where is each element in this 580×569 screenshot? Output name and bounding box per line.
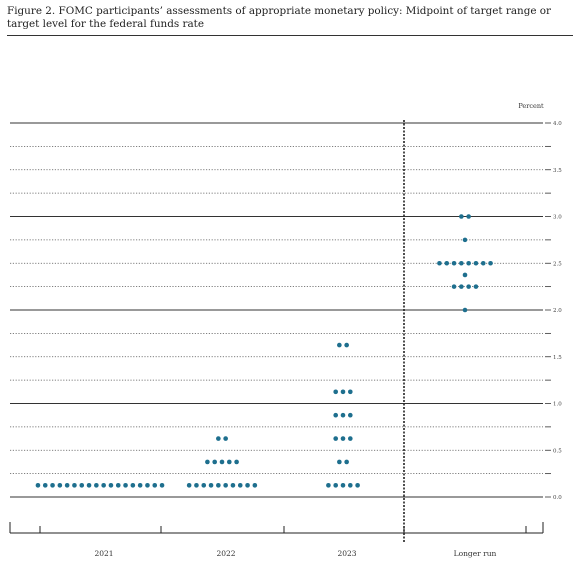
dot bbox=[466, 284, 471, 289]
dot bbox=[333, 412, 339, 418]
y-axis-label: Percent bbox=[518, 102, 544, 110]
dot bbox=[326, 483, 331, 488]
dot bbox=[57, 483, 63, 488]
dot bbox=[219, 459, 225, 465]
y-tick-label: 1.0 bbox=[553, 402, 562, 408]
dot bbox=[355, 483, 360, 488]
dot bbox=[216, 436, 221, 441]
y-tick-label: 2.5 bbox=[553, 261, 562, 267]
dot bbox=[337, 459, 342, 465]
dot bbox=[234, 459, 239, 465]
dot bbox=[245, 483, 250, 488]
dot bbox=[159, 483, 165, 488]
dot bbox=[115, 483, 121, 488]
dot bbox=[227, 459, 232, 465]
dot bbox=[230, 483, 236, 488]
dot bbox=[201, 483, 207, 488]
y-tick-label: 0.0 bbox=[553, 495, 562, 501]
dot bbox=[462, 272, 468, 278]
dot bbox=[333, 436, 339, 441]
dot bbox=[50, 483, 55, 488]
dot bbox=[337, 342, 342, 348]
axes: 2021 2022 2023 Longer run bbox=[9, 522, 544, 558]
dot bbox=[444, 260, 450, 266]
dot bbox=[152, 483, 158, 488]
dot bbox=[451, 284, 457, 289]
dot bbox=[72, 483, 77, 488]
dot bbox=[466, 260, 471, 266]
dot bbox=[466, 214, 471, 219]
y-tick-label: 4.0 bbox=[553, 121, 562, 127]
dot bbox=[459, 284, 464, 289]
dot bbox=[348, 412, 353, 418]
dot bbox=[473, 260, 479, 266]
x-tick-label: 2021 bbox=[94, 549, 113, 558]
dot bbox=[137, 483, 143, 488]
dot bbox=[340, 436, 346, 441]
y-tick-label: 0.5 bbox=[553, 448, 562, 454]
x-tick-label: Longer run bbox=[454, 549, 497, 558]
dot bbox=[333, 389, 339, 395]
dot bbox=[462, 237, 468, 243]
dot bbox=[437, 260, 442, 266]
dot bbox=[186, 483, 192, 488]
dot bbox=[348, 389, 353, 395]
title-rule bbox=[7, 35, 573, 36]
dot bbox=[344, 342, 349, 348]
dot bbox=[208, 483, 214, 488]
dot bbox=[205, 459, 210, 465]
x-tick-label: 2023 bbox=[337, 549, 356, 558]
grid-lines: 4.0 3.5 3.0 2.5 2.0 1.5 1.0 0.5 0.0 bbox=[10, 120, 562, 543]
dot bbox=[108, 483, 114, 488]
dot bbox=[94, 483, 99, 488]
dot bbox=[488, 260, 493, 266]
dot bbox=[223, 436, 228, 441]
figure-title: Figure 2. FOMC participants’ assessments… bbox=[7, 5, 552, 30]
dot bbox=[344, 459, 349, 465]
dot bbox=[86, 483, 92, 488]
dot bbox=[237, 483, 243, 488]
dot bbox=[459, 260, 464, 266]
dot bbox=[333, 483, 339, 488]
dot bbox=[35, 483, 41, 488]
dot bbox=[340, 389, 346, 395]
dot bbox=[145, 483, 150, 488]
dot bbox=[340, 412, 346, 418]
y-tick-label: 1.5 bbox=[553, 355, 562, 361]
dot bbox=[216, 483, 221, 488]
dot bbox=[130, 483, 136, 488]
dot bbox=[223, 483, 228, 488]
dot bbox=[451, 260, 457, 266]
y-tick-label: 3.5 bbox=[553, 168, 562, 174]
dot bbox=[459, 214, 464, 219]
dot bbox=[101, 483, 106, 488]
dot bbox=[462, 307, 468, 313]
dot bbox=[480, 260, 486, 266]
y-tick-label: 3.0 bbox=[553, 215, 562, 221]
dot bbox=[348, 483, 353, 488]
dots bbox=[35, 214, 493, 488]
dot bbox=[252, 483, 258, 488]
x-tick-label: 2022 bbox=[216, 549, 235, 558]
dot bbox=[64, 483, 70, 488]
dot bbox=[212, 459, 217, 465]
dot bbox=[194, 483, 199, 488]
dot bbox=[348, 436, 353, 441]
dot bbox=[473, 284, 479, 289]
y-tick-label: 2.0 bbox=[553, 308, 562, 314]
dot bbox=[340, 483, 346, 488]
dot bbox=[123, 483, 128, 488]
dot bbox=[42, 483, 48, 488]
dot bbox=[79, 483, 85, 488]
